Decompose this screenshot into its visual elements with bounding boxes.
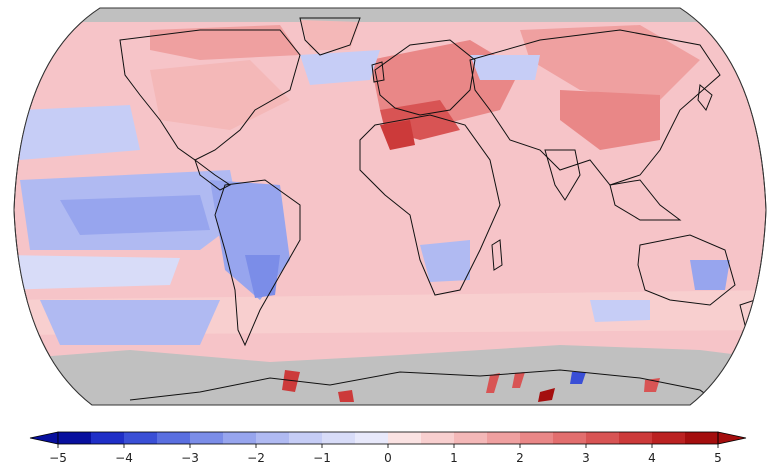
colorbar-tick-label: −3 bbox=[181, 451, 199, 465]
colorbar-segment bbox=[223, 432, 257, 444]
colorbar-segment bbox=[652, 432, 686, 444]
cool-russia-west bbox=[470, 55, 540, 80]
colorbar-segment bbox=[322, 432, 356, 444]
warm-antarctic-spot-1 bbox=[282, 370, 300, 392]
colorbar-segment bbox=[487, 432, 521, 444]
colorbar-tick-label: −2 bbox=[247, 451, 265, 465]
southeast-asia-outline bbox=[609, 179, 682, 221]
central-america-outline bbox=[194, 158, 231, 191]
colorbar-tick-label: 5 bbox=[714, 451, 722, 465]
colorbar-segment bbox=[124, 432, 158, 444]
india-outline bbox=[544, 149, 581, 201]
colorbar-extend-high bbox=[717, 431, 747, 445]
australia-outline bbox=[637, 234, 736, 306]
colorbar-segment bbox=[586, 432, 620, 444]
colorbar-segment bbox=[553, 432, 587, 444]
cool-south-america-core bbox=[245, 255, 280, 298]
warm-antarctic-spot-4 bbox=[512, 372, 525, 388]
cool-north-pacific bbox=[20, 105, 140, 160]
colorbar-segment bbox=[388, 432, 422, 444]
warm-siberia bbox=[520, 25, 700, 100]
colorbar-segment bbox=[685, 432, 719, 444]
cool-australia bbox=[690, 260, 730, 290]
colorbar-tick-label: 2 bbox=[516, 451, 524, 465]
japan-outline bbox=[697, 84, 713, 111]
colorbar-tick-label: −4 bbox=[115, 451, 133, 465]
cool-indian-ocean-se bbox=[590, 300, 650, 322]
cool-south-pacific bbox=[40, 300, 220, 345]
cool-pacific-lower-band bbox=[14, 255, 180, 290]
colorbar-tick-label: −5 bbox=[49, 451, 67, 465]
cool-antarctic-spot bbox=[570, 372, 586, 384]
colorbar-segment bbox=[58, 432, 92, 444]
colorbar: −5 −4 −3 −2 −1 0 1 2 3 4 5 bbox=[29, 431, 747, 465]
colorbar-segment bbox=[421, 432, 455, 444]
south-america-outline bbox=[214, 179, 301, 347]
north-america-outline bbox=[119, 29, 301, 161]
coastlines bbox=[119, 17, 759, 405]
antarctic-no-data bbox=[14, 345, 766, 405]
warm-greenland-sea bbox=[300, 20, 360, 50]
globe-border bbox=[13, 7, 767, 406]
warm-antarctic-spot-3 bbox=[486, 373, 500, 393]
anomaly-field bbox=[14, 8, 766, 405]
colorbar-tick-label: −1 bbox=[313, 451, 331, 465]
warm-north-africa bbox=[380, 120, 415, 150]
madagascar-outline bbox=[491, 239, 503, 271]
cool-north-atlantic bbox=[300, 50, 380, 85]
warm-canada-arctic bbox=[150, 25, 300, 60]
colorbar-segment bbox=[91, 432, 125, 444]
colorbar-segment bbox=[289, 432, 323, 444]
europe-outline bbox=[374, 39, 476, 116]
colorbar-tick-label: 4 bbox=[648, 451, 656, 465]
colorbar-tick-label: 3 bbox=[582, 451, 590, 465]
antarctica-outline bbox=[129, 369, 721, 405]
colorbar-extend-low bbox=[29, 431, 59, 445]
colorbar-segment bbox=[454, 432, 488, 444]
cool-east-pacific-core bbox=[60, 195, 210, 235]
colorbar-segment bbox=[355, 432, 389, 444]
africa-outline bbox=[359, 114, 501, 296]
greenland-outline bbox=[299, 17, 361, 56]
colorbar-segment bbox=[256, 432, 290, 444]
colorbar-segment bbox=[520, 432, 554, 444]
uk-outline bbox=[371, 61, 385, 83]
colorbar-tick-label: 0 bbox=[384, 451, 392, 465]
warm-central-asia bbox=[560, 90, 660, 150]
colorbar-segment bbox=[157, 432, 191, 444]
asia-outline bbox=[469, 29, 721, 186]
warm-antarctic-spot-2 bbox=[338, 390, 354, 402]
colorbar-segment bbox=[619, 432, 653, 444]
colorbar-segment bbox=[190, 432, 224, 444]
cool-southern-africa bbox=[420, 240, 470, 282]
warm-north-america bbox=[150, 60, 290, 130]
colorbar-tick-label: 1 bbox=[450, 451, 458, 465]
arctic-no-data bbox=[14, 8, 766, 22]
warm-antarctic-spot-5 bbox=[538, 388, 555, 402]
